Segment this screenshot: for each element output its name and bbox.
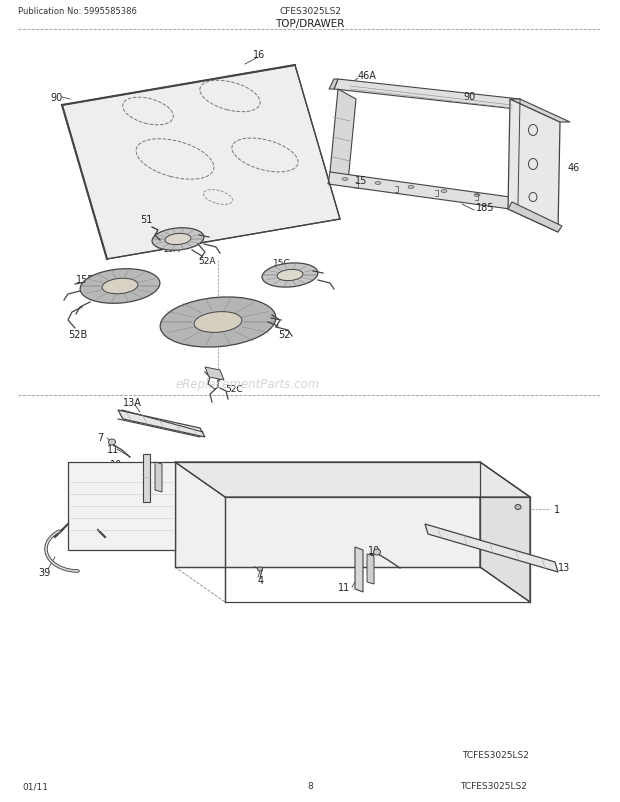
- Ellipse shape: [160, 298, 276, 347]
- Text: 46: 46: [568, 163, 580, 172]
- Ellipse shape: [515, 505, 521, 510]
- Ellipse shape: [373, 549, 381, 555]
- Text: 90: 90: [50, 93, 62, 103]
- Text: 8: 8: [307, 781, 313, 791]
- Ellipse shape: [80, 269, 160, 304]
- Ellipse shape: [408, 186, 414, 189]
- Polygon shape: [68, 463, 175, 550]
- Polygon shape: [155, 463, 162, 492]
- Ellipse shape: [108, 439, 115, 445]
- Text: 15B: 15B: [76, 274, 95, 285]
- Polygon shape: [175, 463, 480, 567]
- Text: 52C: 52C: [225, 385, 242, 394]
- Text: 15: 15: [355, 176, 368, 186]
- Text: 90: 90: [463, 92, 476, 102]
- Ellipse shape: [441, 190, 447, 193]
- Text: 52: 52: [278, 330, 291, 339]
- Polygon shape: [328, 172, 510, 210]
- Text: 15C: 15C: [273, 258, 291, 267]
- Text: 46A: 46A: [358, 71, 377, 81]
- Text: 185: 185: [476, 203, 495, 213]
- Text: 1: 1: [554, 504, 560, 514]
- Polygon shape: [175, 463, 530, 497]
- Ellipse shape: [194, 312, 242, 333]
- Polygon shape: [355, 547, 363, 592]
- Text: Publication No: 5995585386: Publication No: 5995585386: [18, 7, 137, 17]
- Text: 7: 7: [368, 553, 374, 563]
- Text: TOP/DRAWER: TOP/DRAWER: [275, 19, 345, 29]
- Polygon shape: [334, 80, 520, 110]
- Text: 7: 7: [97, 432, 104, 443]
- Polygon shape: [367, 554, 374, 585]
- Text: 16: 16: [253, 50, 265, 60]
- Text: 13A: 13A: [123, 398, 142, 407]
- Polygon shape: [480, 463, 530, 602]
- Text: 52A: 52A: [198, 256, 216, 265]
- Polygon shape: [143, 455, 150, 502]
- Text: 10: 10: [110, 460, 122, 469]
- Polygon shape: [62, 66, 340, 260]
- Text: 39: 39: [38, 567, 50, 577]
- Ellipse shape: [102, 279, 138, 294]
- Text: 51: 51: [140, 215, 153, 225]
- Polygon shape: [425, 525, 558, 573]
- Ellipse shape: [262, 264, 318, 288]
- Text: CFES3025LS2: CFES3025LS2: [279, 7, 341, 17]
- Ellipse shape: [152, 229, 204, 251]
- Text: 15A: 15A: [163, 245, 180, 254]
- Text: eReplacementParts.com: eReplacementParts.com: [176, 378, 320, 391]
- Polygon shape: [329, 80, 338, 90]
- Text: 52B: 52B: [68, 330, 87, 339]
- Polygon shape: [330, 90, 356, 183]
- Ellipse shape: [257, 567, 262, 571]
- Text: 01/11: 01/11: [22, 781, 48, 791]
- Polygon shape: [508, 100, 560, 233]
- Text: 11: 11: [107, 444, 119, 455]
- Ellipse shape: [375, 182, 381, 185]
- Polygon shape: [205, 367, 224, 380]
- Ellipse shape: [165, 234, 191, 245]
- Text: 13: 13: [558, 562, 570, 573]
- Text: TCFES3025LS2: TCFES3025LS2: [462, 751, 529, 759]
- Text: 11: 11: [338, 582, 350, 592]
- Text: 4: 4: [258, 575, 264, 585]
- Polygon shape: [118, 411, 205, 437]
- Text: TCFES3025LS2: TCFES3025LS2: [460, 781, 527, 791]
- Text: 10: 10: [368, 545, 380, 555]
- Ellipse shape: [474, 194, 480, 197]
- Polygon shape: [508, 203, 562, 233]
- Ellipse shape: [342, 178, 348, 181]
- Polygon shape: [510, 100, 570, 123]
- Ellipse shape: [277, 270, 303, 282]
